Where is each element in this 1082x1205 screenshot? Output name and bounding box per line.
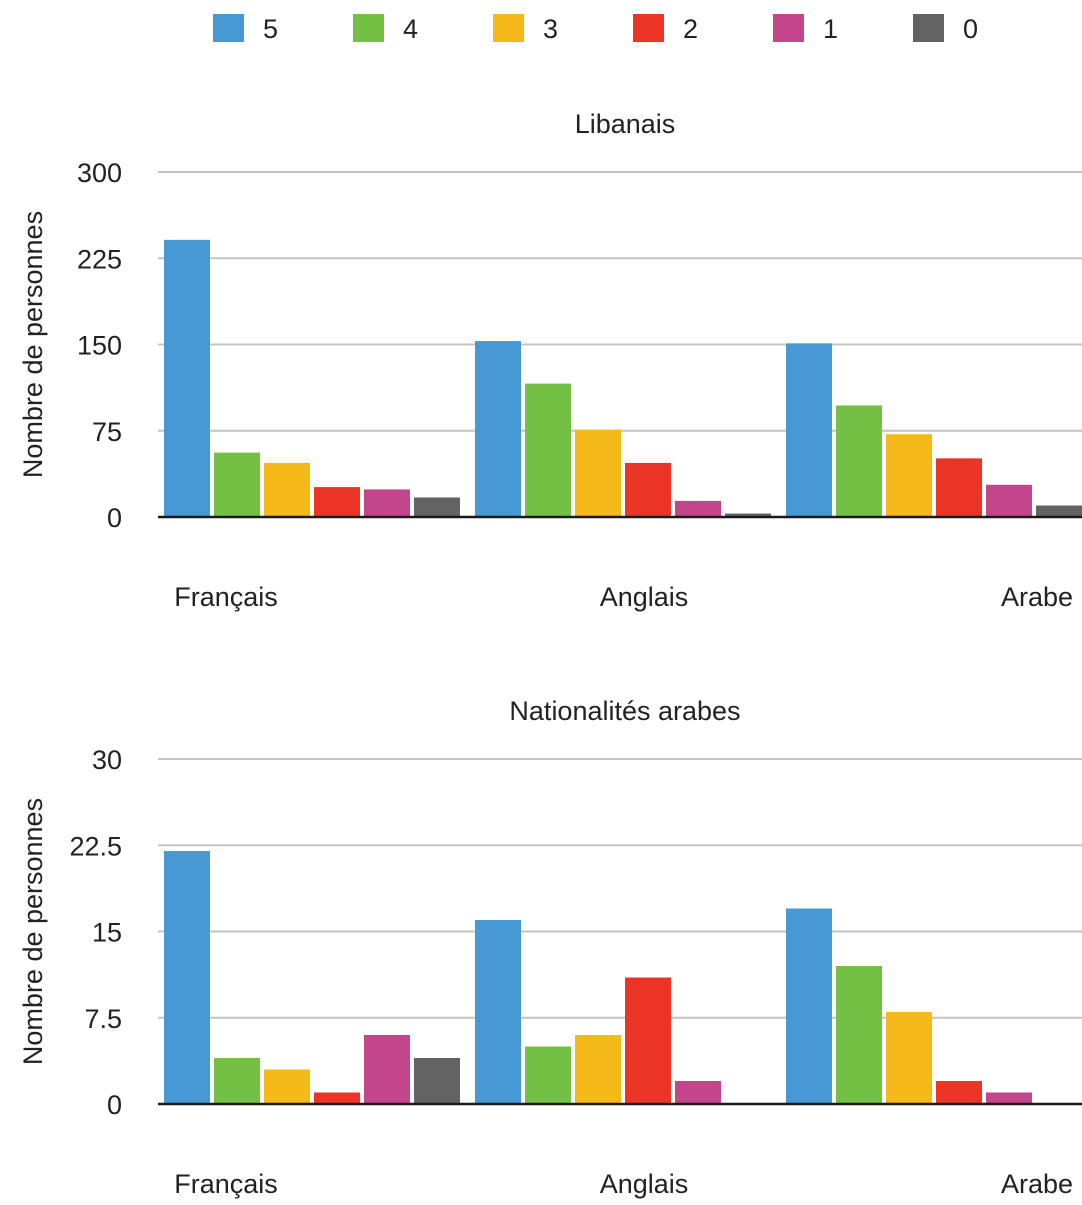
bar-arabe-series-4 <box>836 966 882 1104</box>
chart-libanais: Libanais Nombre de personnes 0 75 150 225 300 F… <box>18 109 1082 612</box>
bar-anglais-series-5 <box>475 341 521 517</box>
bar-francais-series-4 <box>214 1058 260 1104</box>
legend-label-0: 0 <box>963 14 978 44</box>
x-tick-label-anglais: Anglais <box>600 1169 689 1199</box>
legend-swatch-0 <box>913 14 944 42</box>
bar-francais-series-5 <box>164 239 210 517</box>
legend-swatch-1 <box>773 14 804 42</box>
bar-francais-series-3 <box>264 1069 310 1104</box>
chart-nationalites-arabes: Nationalités arabes Nombre de personnes 0 7… <box>18 696 1082 1199</box>
bar-francais-series-1 <box>364 1035 410 1104</box>
x-tick-label-anglais: Anglais <box>600 582 689 612</box>
chart-title: Libanais <box>575 109 676 139</box>
bar-francais-series-5 <box>164 851 210 1104</box>
bar-arabe-series-2 <box>936 1081 982 1104</box>
y-tick-label: 30 <box>92 745 122 775</box>
legend-label-1: 1 <box>823 14 838 44</box>
bar-anglais-series-1 <box>675 500 721 517</box>
chart-title: Nationalités arabes <box>509 696 740 726</box>
bar-anglais-series-5 <box>475 920 521 1104</box>
y-tick-label: 0 <box>107 1090 122 1120</box>
legend-swatch-3 <box>493 14 524 42</box>
legend-swatch-4 <box>353 14 384 42</box>
bar-anglais-series-0 <box>725 513 771 517</box>
y-tick-label: 150 <box>77 331 122 361</box>
y-tick-label: 300 <box>77 158 122 188</box>
bar-francais-series-4 <box>214 452 260 517</box>
y-tick-label: 15 <box>92 918 122 948</box>
bar-francais-series-1 <box>364 489 410 517</box>
bar-arabe-series-2 <box>936 458 982 517</box>
bar-arabe-series-4 <box>836 405 882 517</box>
bar-anglais-series-4 <box>525 1046 571 1104</box>
bar-francais-series-0 <box>414 1058 460 1104</box>
legend-label-3: 3 <box>543 14 558 44</box>
x-tick-label-francais: Français <box>174 1169 278 1199</box>
bar-anglais-series-1 <box>675 1081 721 1104</box>
x-tick-label-arabe: Arabe <box>1001 1169 1073 1199</box>
x-tick-label-arabe: Arabe <box>1001 582 1073 612</box>
y-axis-label: Nombre de personnes <box>18 211 48 478</box>
bar-anglais-series-3 <box>575 429 621 517</box>
bar-anglais-series-4 <box>525 383 571 517</box>
bar-francais-series-2 <box>314 1092 360 1104</box>
bar-anglais-series-2 <box>625 462 671 517</box>
bar-arabe-series-1 <box>986 1092 1032 1104</box>
bar-arabe-series-1 <box>986 484 1032 517</box>
legend: 5 4 3 2 1 0 <box>213 14 978 44</box>
y-tick-label: 22.5 <box>69 831 122 861</box>
legend-swatch-2 <box>633 14 664 42</box>
bar-anglais-series-2 <box>625 977 671 1104</box>
legend-swatch-5 <box>213 14 244 42</box>
x-tick-label-francais: Français <box>174 582 278 612</box>
y-axis-label: Nombre de personnes <box>18 798 48 1065</box>
bar-arabe-series-3 <box>886 434 932 517</box>
legend-label-2: 2 <box>683 14 698 44</box>
y-tick-label: 75 <box>92 417 122 447</box>
bar-francais-series-0 <box>414 497 460 517</box>
bar-arabe-series-3 <box>886 1012 932 1104</box>
bar-anglais-series-3 <box>575 1035 621 1104</box>
bar-arabe-series-5 <box>786 343 832 517</box>
bar-arabe-series-0 <box>1036 505 1082 517</box>
bar-francais-series-2 <box>314 487 360 517</box>
bar-arabe-series-5 <box>786 908 832 1104</box>
bar-francais-series-3 <box>264 462 310 517</box>
y-tick-label: 0 <box>107 503 122 533</box>
legend-label-5: 5 <box>263 14 278 44</box>
y-tick-label: 225 <box>77 244 122 274</box>
y-tick-label: 7.5 <box>84 1004 122 1034</box>
legend-label-4: 4 <box>403 14 418 44</box>
